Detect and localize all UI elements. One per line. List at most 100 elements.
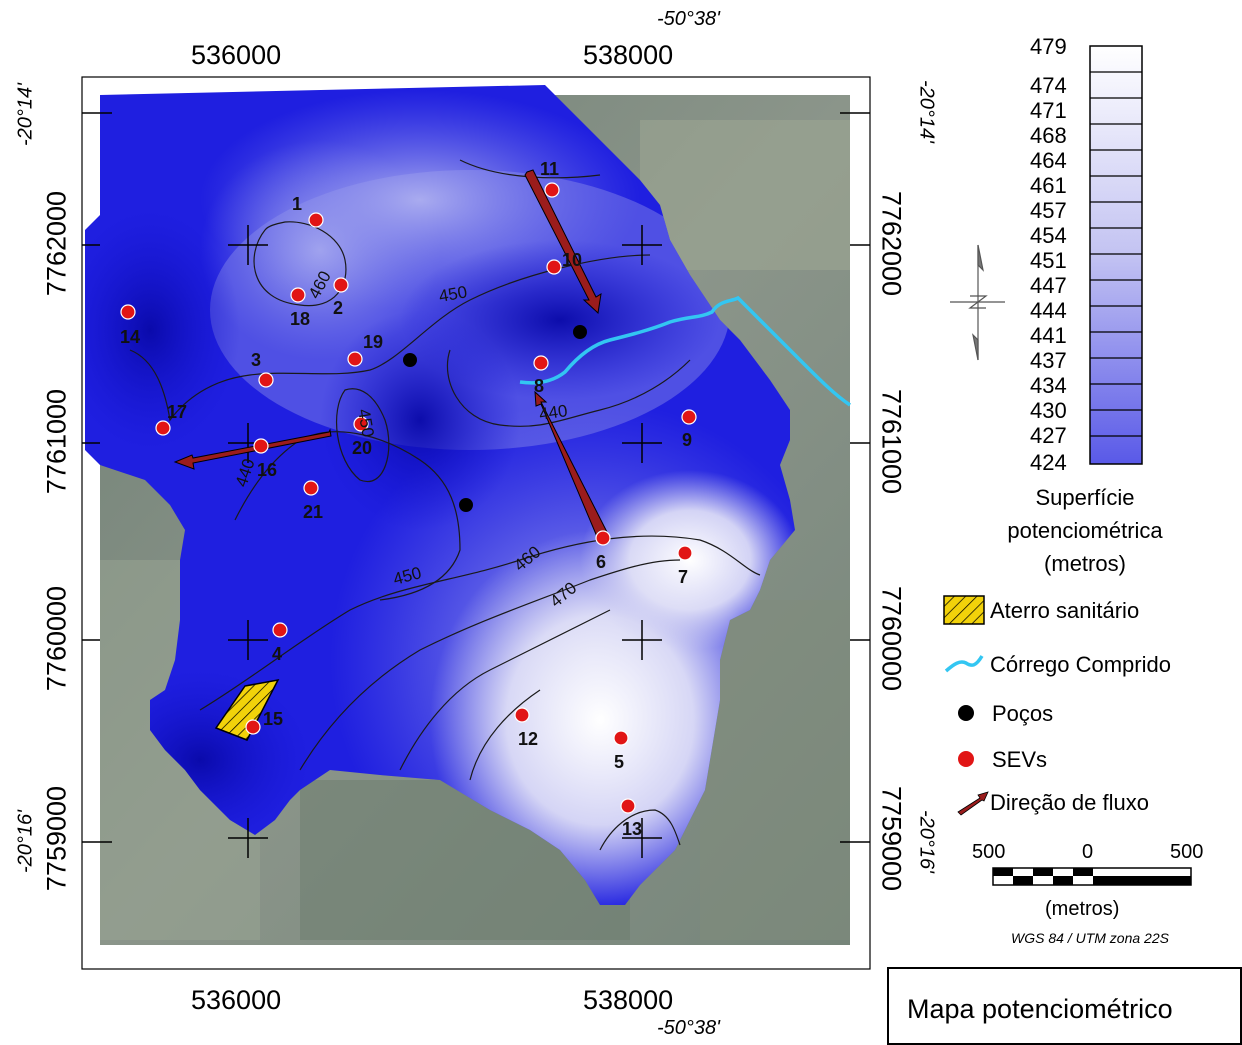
sev-label: 14 <box>120 327 140 347</box>
well-point <box>459 498 473 512</box>
sev-label: 11 <box>540 159 559 179</box>
contour-label: 440 <box>538 401 569 424</box>
sev-point <box>514 707 530 723</box>
legend-value: 434 <box>1030 373 1067 398</box>
contour-lines <box>129 159 761 851</box>
projection-label: WGS 84 / UTM zona 22S <box>1011 930 1169 946</box>
top-easting-label: 538000 <box>583 40 674 70</box>
right-northing-label: 7760000 <box>876 585 907 692</box>
sev-label: 15 <box>263 709 283 729</box>
sev-label: 3 <box>251 350 261 370</box>
sev-point <box>303 480 319 496</box>
sev-label: 5 <box>614 752 624 772</box>
legend-value: 468 <box>1030 123 1067 148</box>
legend-color-bar-dividers <box>1090 71 1142 437</box>
right-northing-label: 7762000 <box>876 190 907 297</box>
legend-value: 471 <box>1030 98 1067 123</box>
scale-bar <box>992 867 1192 886</box>
legend-value: 447 <box>1030 273 1067 298</box>
legend-value: 461 <box>1030 173 1067 198</box>
legend-value: 457 <box>1030 198 1067 223</box>
sev-labels: 1 2 3 4 5 6 7 8 9 10 11 12 13 14 15 16 1… <box>120 159 692 839</box>
legend-value: 464 <box>1030 148 1067 173</box>
scalebar-label: 0 <box>1082 841 1094 863</box>
legend-item-label: Poços <box>992 701 1054 726</box>
sev-point <box>120 304 136 320</box>
sev-point <box>272 622 288 638</box>
well-point <box>573 325 587 339</box>
legend-value: 451 <box>1030 248 1067 273</box>
sev-label: 4 <box>272 644 282 664</box>
well-point <box>403 353 417 367</box>
left-northing-label: 7762000 <box>41 190 72 297</box>
legend-value: 474 <box>1030 73 1067 98</box>
sev-label: 16 <box>257 460 277 480</box>
contour-label: 450 <box>437 282 468 306</box>
sev-label: 19 <box>363 332 383 352</box>
map-title: Mapa potenciométrico <box>907 994 1173 1024</box>
bottom-longitude-label: -50°38' <box>657 1017 720 1039</box>
sev-label: 17 <box>167 402 187 422</box>
sev-point <box>155 420 171 436</box>
legend-value: 441 <box>1030 323 1067 348</box>
scalebar-label: 500 <box>1170 841 1204 863</box>
map-border <box>81 76 871 970</box>
sev-point <box>290 287 306 303</box>
well-dot-icon <box>958 705 974 721</box>
sev-point <box>253 438 269 454</box>
legend-color-bar <box>1089 45 1143 465</box>
scalebar-label: 500 <box>972 841 1006 863</box>
sev-point <box>308 212 324 228</box>
sev-point <box>613 730 629 746</box>
bottom-easting-label: 536000 <box>191 985 282 1015</box>
flow-arrow-icon <box>957 791 989 816</box>
legend-value: 479 <box>1030 34 1067 59</box>
satellite-patch <box>700 600 850 940</box>
right-northing-label: 7761000 <box>876 388 907 495</box>
legend-item-label: Aterro sanitário <box>990 598 1140 623</box>
left-northing-label: 7761000 <box>41 388 72 495</box>
contour-label: 450 <box>354 407 378 438</box>
grid-crosses <box>82 112 870 858</box>
sev-label: 8 <box>534 376 544 396</box>
sev-point <box>353 416 369 432</box>
satellite-patch <box>640 120 850 270</box>
top-easting-label: 536000 <box>191 40 282 70</box>
right-latitude-label: -20°16' <box>915 810 938 873</box>
sev-point <box>681 409 697 425</box>
legend-value: 444 <box>1030 298 1067 323</box>
left-latitude-label: -20°14' <box>14 83 37 146</box>
sev-label: 10 <box>562 250 582 270</box>
sev-point <box>245 719 261 735</box>
bottom-easting-label: 538000 <box>583 985 674 1015</box>
flow-arrow <box>534 390 609 540</box>
legend-title-line: Superfície <box>1035 485 1135 510</box>
sev-label: 21 <box>303 502 323 522</box>
flow-arrow <box>524 169 602 315</box>
scalebar-unit: (metros) <box>1045 898 1120 920</box>
sev-label: 2 <box>333 298 343 318</box>
sev-dot-icon <box>958 751 974 767</box>
sev-point <box>258 372 274 388</box>
left-latitude-label: -20°16' <box>14 810 37 873</box>
left-northing-label: 7759000 <box>41 785 72 892</box>
sev-label: 9 <box>682 430 692 450</box>
right-latitude-label: -20°14' <box>915 80 938 143</box>
landfill-area <box>214 678 280 741</box>
legend-item-label: Córrego Comprido <box>990 652 1171 677</box>
sev-point <box>333 277 349 293</box>
legend-title-line: potenciométrica <box>1007 518 1163 543</box>
sev-label: 1 <box>292 194 302 214</box>
sev-label: 13 <box>622 819 642 839</box>
sev-label: 20 <box>352 438 372 458</box>
flow-arrows <box>173 169 609 540</box>
map-title-box: Mapa potenciométrico <box>887 967 1242 1045</box>
wells <box>403 325 587 512</box>
legend-value: 430 <box>1030 398 1067 423</box>
sev-point <box>546 259 562 275</box>
legend-value: 427 <box>1030 423 1067 448</box>
legend-item-label: SEVs <box>992 747 1048 772</box>
landfill-hatched-icon <box>943 595 985 625</box>
stream-corrego-comprido <box>519 295 851 407</box>
